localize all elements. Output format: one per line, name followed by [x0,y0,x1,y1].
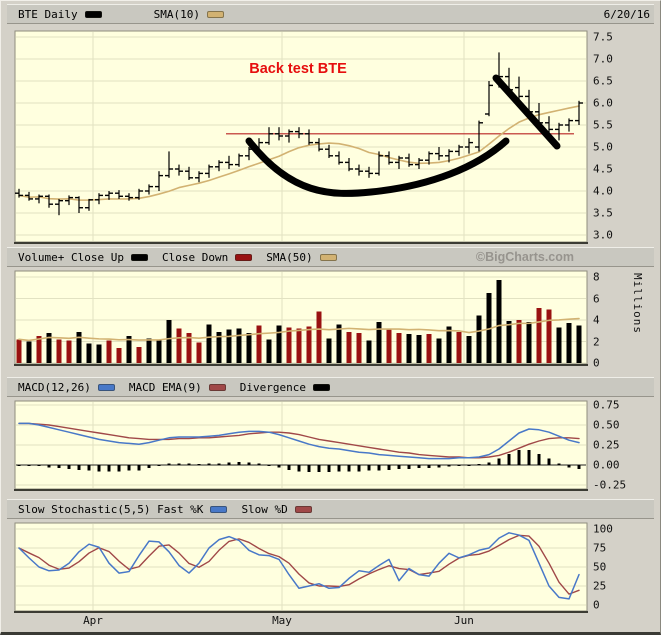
stochastic-chart-svg [14,522,588,613]
series-label-slow-d: Slow %D [241,502,288,516]
y-tick-label: 75 [593,541,607,555]
downtrend-annotation [492,74,561,150]
y-tick-label: 100 [593,522,613,536]
legend-item-sma50: SMA(50) [266,250,337,264]
y-tick-label: -0.25 [593,478,627,492]
y-tick-label: 25 [593,579,607,593]
y-tick-label: 5.5 [593,118,613,132]
series-label-sma10: SMA(10) [153,7,200,21]
series-swatch-blue-icon [97,383,115,391]
y-tick-label: 0.75 [593,398,620,412]
x-axis-label-may: May [272,614,292,627]
volume-chart-svg [14,270,588,366]
legend-item-close-down: Close Down [161,250,253,264]
series-swatch-black-icon [312,383,330,391]
series-label-macd: MACD(12,26) [18,380,91,394]
y-tick-label: 50 [593,560,607,574]
y-tick-label: 8 [593,270,600,284]
y-tick-label: 0.50 [593,418,620,432]
back-test-annotation: Back test BTE [249,61,347,77]
series-label-bte-daily: BTE Daily [18,7,78,21]
legend-item-macd: MACD(12,26) [18,381,115,394]
y-tick-label: 3.0 [593,228,613,242]
y-tick-label: 4.0 [593,184,613,198]
legend-item-divergence: Divergence [240,381,330,394]
cup-annotation [245,137,510,197]
series-label-sma50: SMA(50) [266,250,313,264]
series-swatch-black-icon [84,10,102,18]
y-tick-label: 4 [593,313,600,327]
legend-item-macd-ema: MACD EMA(9) [129,381,226,394]
legend-item-slow-d: Slow %D [241,502,312,516]
legend-item-sma10: SMA(10) [154,8,224,21]
legend-item-close-up: Volume+ Close Up [18,251,148,264]
legend-item-fast-k: Slow Stochastic(5,5) Fast %K [18,502,228,516]
y-tick-label: 4.5 [593,162,613,176]
series-swatch-red-icon [235,253,253,261]
y-tick-label: 6.5 [593,74,613,88]
legend-item-bte-daily: BTE Daily [18,8,102,21]
macd-chart-svg [14,400,588,491]
y-tick-label: 6 [593,292,600,305]
price-chart-svg: Back test BTE [14,30,588,244]
y-tick-label: 0 [593,598,600,612]
y-tick-label: 0.25 [593,438,620,452]
y-tick-label: 5.0 [593,140,613,154]
series-label-fast-k: Slow Stochastic(5,5) Fast %K [18,502,204,516]
macd-legend-bar: MACD(12,26) MACD EMA(9) Divergence [7,377,654,397]
x-axis-label-apr: Apr [83,614,103,627]
series-swatch-black-icon [130,253,148,261]
series-swatch-tan-icon [206,10,224,18]
bigcharts-watermark: ©BigCharts.com [475,250,574,264]
chart-date: 6/20/16 [603,7,650,21]
y-tick-label: 6.0 [593,96,613,110]
series-label-divergence: Divergence [239,380,306,394]
y-tick-label: 2 [593,335,600,348]
y-tick-label: 0 [593,356,600,370]
y-tick-label: 7.0 [593,52,613,66]
series-swatch-blue-icon [210,505,228,513]
series-swatch-tan-icon [319,253,337,261]
volume-axis-unit-label: Millions [631,273,644,334]
series-label-close-down: Close Down [161,250,229,264]
series-swatch-red-icon [294,505,312,513]
series-label-close-up: Volume+ Close Up [18,250,124,264]
y-tick-label: 3.5 [593,206,613,220]
y-tick-label: 7.5 [593,30,613,44]
x-axis-label-jun: Jun [454,614,474,627]
series-label-macd-ema: MACD EMA(9) [128,380,202,394]
series-swatch-red-icon [208,383,226,391]
volume-legend-bar: Volume+ Close Up Close Down SMA(50) ©Big… [7,247,654,267]
y-tick-label: 0.00 [593,458,620,472]
stochastic-legend-bar: Slow Stochastic(5,5) Fast %K Slow %D [7,499,654,519]
price-legend-bar: BTE Daily SMA(10) 6/20/16 [7,4,654,24]
